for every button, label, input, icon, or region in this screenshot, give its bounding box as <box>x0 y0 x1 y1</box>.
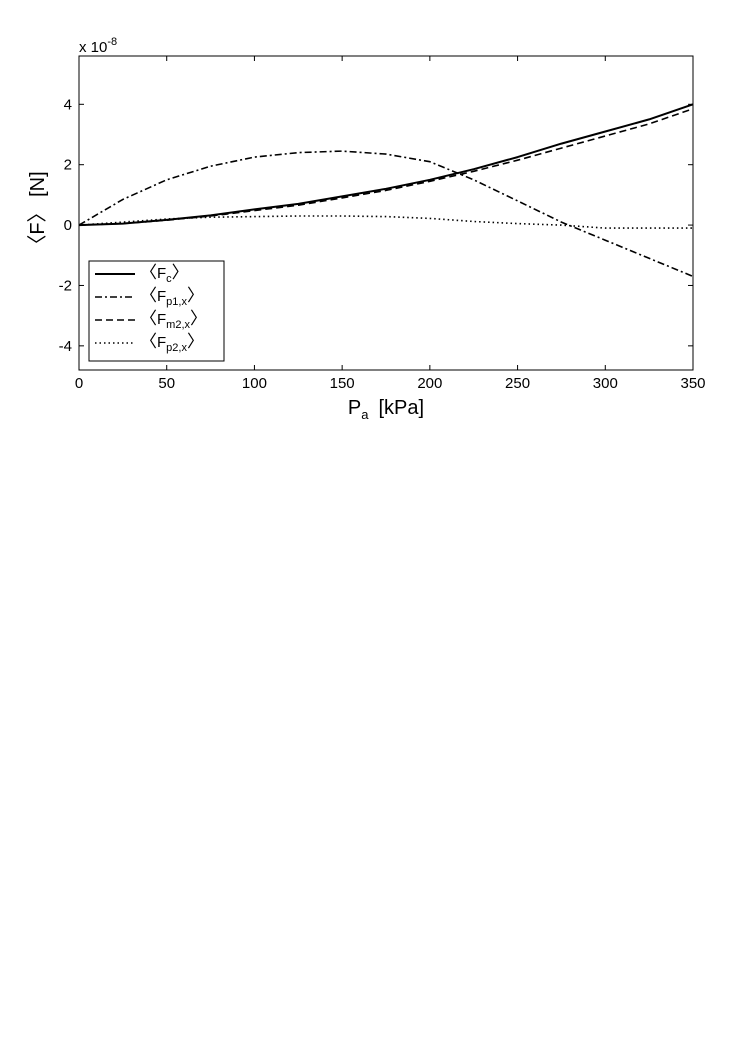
y-tick-label: 2 <box>64 157 72 174</box>
tick-labels: 0 50 100 150 200 250 300 350 -4 -2 0 2 4 <box>59 96 706 392</box>
x-axis-label-sub: a <box>361 407 369 422</box>
x-axis-label: Pa [kPa] <box>348 397 424 422</box>
legend-label-2: 〈Fp1,x〉 <box>140 286 204 308</box>
y-exponent-value: -8 <box>107 36 117 48</box>
legend-label-main: F <box>157 288 166 305</box>
legend-label-sub: p1,x <box>166 296 187 308</box>
x-tick-label: 100 <box>242 375 267 392</box>
y-tick-label: 0 <box>64 217 72 234</box>
legend-label-main: F <box>157 311 166 328</box>
x-tick-label: 150 <box>330 375 355 392</box>
y-exponent-label: x 10-8 <box>79 36 117 56</box>
legend-label-main: F <box>157 265 166 282</box>
y-tick-label: 4 <box>64 96 72 113</box>
series-line-2 <box>78 150 694 278</box>
legend-items: 〈Fc〉〈Fp1,x〉〈Fm2,x〉〈Fp2,x〉 <box>95 263 207 354</box>
series-line-4 <box>78 215 693 229</box>
x-axis-label-main: P <box>348 397 361 419</box>
legend-label-sub: c <box>166 273 172 285</box>
legend-box <box>88 260 225 362</box>
legend-label-sub: p2,x <box>166 342 187 354</box>
x-tick-label: 200 <box>417 375 442 392</box>
y-tick-label: -2 <box>59 277 72 294</box>
y-exponent-prefix: x 10 <box>79 39 107 56</box>
legend-label-4: 〈Fp2,x〉 <box>140 332 204 354</box>
series-line-3 <box>78 108 694 226</box>
x-tick-label: 300 <box>593 375 618 392</box>
y-axis-label: 〈F〉 [N] <box>27 171 49 254</box>
legend-label-main: F <box>157 334 166 351</box>
x-axis-label-unit: [kPa] <box>379 397 425 419</box>
series-layer <box>78 103 694 278</box>
legend: 〈Fc〉〈Fp1,x〉〈Fm2,x〉〈Fp2,x〉 <box>88 260 225 362</box>
y-tick-label: -4 <box>59 338 72 355</box>
x-tick-label: 250 <box>505 375 530 392</box>
x-tick-label: 50 <box>158 375 175 392</box>
legend-label-3: 〈Fm2,x〉 <box>140 309 207 331</box>
legend-label-1: 〈Fc〉 <box>140 263 189 285</box>
x-tick-label: 0 <box>75 375 83 392</box>
legend-label-sub: m2,x <box>166 319 190 331</box>
x-tick-label: 350 <box>680 375 705 392</box>
